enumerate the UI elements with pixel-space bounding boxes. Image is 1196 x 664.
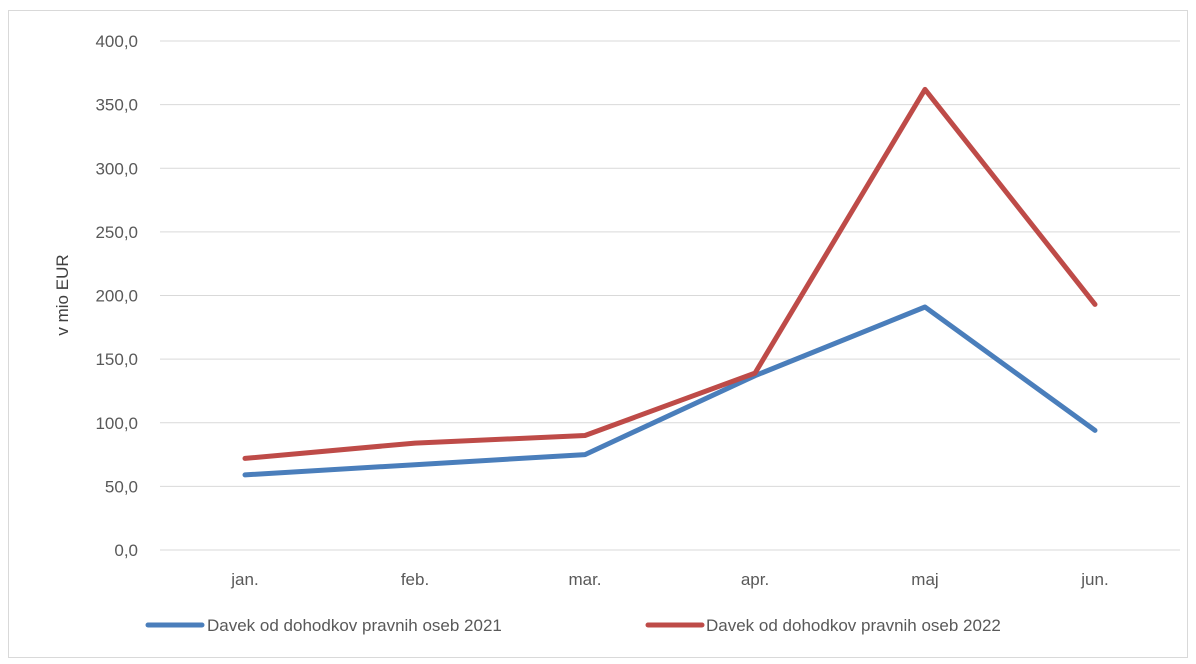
y-tick-label: 400,0 — [95, 32, 138, 51]
x-axis-ticks: jan. feb. mar. apr. maj jun. — [230, 570, 1108, 589]
x-tick-label: apr. — [741, 570, 769, 589]
y-tick-label: 0,0 — [114, 541, 138, 560]
y-tick-label: 300,0 — [95, 159, 138, 178]
x-tick-label: feb. — [401, 570, 429, 589]
y-axis-title: v mio EUR — [53, 254, 72, 335]
series-line-1 — [242, 304, 1098, 478]
y-tick-label: 50,0 — [105, 477, 138, 496]
y-tick-label: 150,0 — [95, 350, 138, 369]
legend-label-2: Davek od dohodkov pravnih oseb 2022 — [706, 616, 1001, 635]
y-axis-ticks: 0,0 50,0 100,0 150,0 200,0 250,0 300,0 350,0 400… — [95, 32, 138, 560]
legend-label-1: Davek od dohodkov pravnih oseb 2021 — [207, 616, 502, 635]
y-tick-label: 350,0 — [95, 96, 138, 115]
series-line-2 — [242, 86, 1098, 461]
x-tick-label: jan. — [230, 570, 258, 589]
series-lines — [242, 86, 1098, 478]
legend: Davek od dohodkov pravnih oseb 2021 Davek… — [145, 616, 1001, 635]
x-tick-label: maj — [911, 570, 938, 589]
x-tick-label: mar. — [568, 570, 601, 589]
y-tick-label: 250,0 — [95, 223, 138, 242]
y-tick-label: 100,0 — [95, 414, 138, 433]
x-tick-label: jun. — [1080, 570, 1108, 589]
gridlines — [160, 40, 1180, 551]
y-tick-label: 200,0 — [95, 287, 138, 306]
